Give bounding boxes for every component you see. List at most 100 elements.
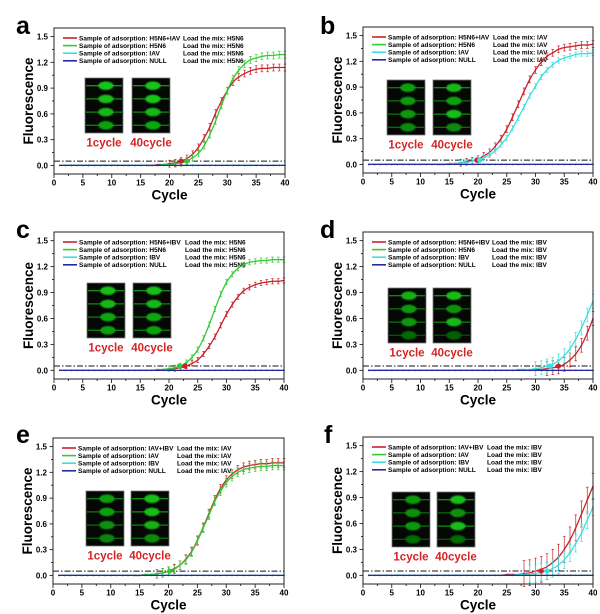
- legend-entry: Sample of adsorption: H5N6+IBV Load the m…: [63, 239, 246, 246]
- y-tick-label: 0.0: [37, 366, 49, 375]
- gel-inset: 1cycle 40cycle: [85, 490, 171, 563]
- y-tick-label: 0.6: [37, 110, 49, 119]
- legend-entry: Sample of adsorption: IAV Load the mix: I…: [372, 50, 548, 57]
- x-axis-label: Cycle: [150, 598, 187, 613]
- legend-entry: Sample of adsorption: IBV Load the mix: I…: [62, 461, 232, 468]
- legend-mix-label: Load the mix: IBV: [492, 255, 548, 262]
- legend-mix-label: Load the mix: IBV: [492, 262, 548, 269]
- legend-entry: Sample of adsorption: H5N6+IAV Load the m…: [372, 34, 548, 41]
- chip-chamber: [146, 312, 162, 322]
- x-tick-label: 40: [280, 384, 289, 393]
- legend-entry: Sample of adsorption: H5N6+IAV Load the m…: [63, 35, 244, 42]
- legend: Sample of adsorption: IAV+IBV Load the mi…: [62, 445, 232, 475]
- chip-chamber: [405, 495, 421, 505]
- y-tick-label: 0.9: [37, 84, 49, 93]
- x-tick-label: 20: [474, 384, 483, 393]
- legend-mix-label: Load the mix: H5N6: [185, 262, 246, 269]
- chip-chamber: [100, 286, 116, 296]
- panel-a: a Sample of adsorption: H5N6+IAV Load the …: [16, 12, 290, 203]
- chip-chamber: [450, 508, 466, 518]
- x-axis-label: Cycle: [151, 188, 188, 203]
- chip-chamber: [144, 507, 160, 517]
- x-tick-label: 10: [107, 179, 116, 188]
- chip-chamber: [446, 96, 462, 106]
- y-tick-label: 0.9: [37, 289, 49, 298]
- x-tick-label: 0: [361, 384, 366, 393]
- chip-chamber: [99, 507, 115, 517]
- chip-chamber: [146, 286, 162, 296]
- legend-mix-label: Load the mix: IAV: [493, 34, 548, 41]
- chip-chamber: [99, 534, 115, 543]
- y-tick-label: 1.5: [36, 443, 48, 452]
- gel-inset: 1cycle 40cycle: [391, 491, 477, 564]
- y-tick-label: 1.5: [37, 33, 49, 42]
- legend-mix-label: Load the mix: IAV: [177, 445, 232, 452]
- legend-sample-label: Sample of adsorption: IAV+IBV: [78, 445, 174, 452]
- y-tick-label: 0.3: [346, 340, 358, 349]
- panel-b: b Sample of adsorption: H5N6+IAV Load the …: [320, 12, 598, 202]
- x-tick-label: 30: [531, 384, 540, 393]
- chip-image-label: 40cycle: [435, 552, 477, 564]
- legend-entry: Sample of adsorption: IAV Load the mix: I…: [372, 452, 543, 459]
- x-tick-label: 40: [589, 384, 598, 393]
- x-tick-label: 30: [223, 179, 232, 188]
- legend-entry: Sample of adsorption: NULL Load the mix: …: [63, 58, 244, 65]
- chip-image-label: 1cycle: [388, 140, 423, 152]
- legend-sample-label: Sample of adsorption: NULL: [79, 262, 167, 269]
- x-tick-label: 10: [106, 589, 115, 598]
- x-tick-label: 40: [280, 589, 289, 598]
- y-tick-label: 0.3: [37, 136, 49, 145]
- chip-chamber: [98, 121, 114, 130]
- chip-chamber: [145, 121, 161, 130]
- legend-mix-label: Load the mix: IBV: [492, 239, 548, 246]
- y-tick-label: 0.9: [346, 494, 358, 503]
- x-tick-label: 35: [560, 589, 569, 598]
- y-axis-label: Fluorescence: [21, 261, 36, 349]
- panel-letter: b: [320, 12, 335, 40]
- x-tick-label: 10: [107, 384, 116, 393]
- y-tick-label: 1.2: [346, 57, 358, 66]
- legend-entry: Sample of adsorption: H5N6 Load the mix: …: [372, 247, 548, 254]
- legend-entry: Sample of adsorption: NULL Load the mix: …: [372, 262, 548, 269]
- chip-chamber: [98, 81, 114, 90]
- legend-entry: Sample of adsorption: IBV Load the mix: I…: [372, 255, 548, 262]
- x-tick-label: 15: [445, 384, 454, 393]
- chip-image-label: 1cycle: [87, 551, 122, 563]
- y-tick-label: 1.5: [37, 237, 49, 246]
- chip-chamber: [446, 317, 462, 327]
- ct-marker: [555, 363, 562, 369]
- y-axis-label: Fluorescence: [330, 56, 345, 144]
- legend-entry: Sample of adsorption: IBV Load the mix: H…: [63, 255, 246, 262]
- y-tick-label: 0.6: [346, 519, 358, 528]
- x-tick-label: 15: [136, 179, 145, 188]
- legend-mix-label: Load the mix: H5N6: [183, 35, 244, 42]
- legend-entry: Sample of adsorption: IAV Load the mix: I…: [62, 453, 232, 460]
- chip-image-label: 1cycle: [393, 552, 428, 564]
- y-tick-label: 0.3: [36, 546, 48, 555]
- legend-sample-label: Sample of adsorption: H5N6: [79, 247, 166, 254]
- legend-entry: Sample of adsorption: IAV Load the mix: H…: [63, 51, 244, 58]
- legend-sample-label: Sample of adsorption: IBV: [388, 255, 470, 262]
- y-axis-label: Fluorescence: [21, 57, 36, 145]
- x-axis-label: Cycle: [151, 393, 188, 408]
- legend-entry: Sample of adsorption: NULL Load the mix: …: [62, 468, 232, 475]
- legend-mix-label: Load the mix: H5N6: [185, 247, 246, 254]
- x-tick-label: 20: [165, 179, 174, 188]
- legend: Sample of adsorption: H5N6+IAV Load the m…: [63, 35, 244, 65]
- series-4: [367, 163, 594, 166]
- x-tick-label: 0: [361, 589, 366, 598]
- chip-chamber: [450, 521, 466, 531]
- chip-image-label: 40cycle: [431, 348, 473, 360]
- legend-mix-label: Load the mix: IAV: [493, 57, 548, 64]
- chip-chamber: [401, 317, 417, 327]
- legend-sample-label: Sample of adsorption: H5N6+IAV: [79, 35, 181, 42]
- y-axis-label: Fluorescence: [20, 467, 35, 555]
- gel-inset: 1cycle 40cycle: [84, 77, 172, 150]
- x-tick-label: 25: [194, 179, 203, 188]
- legend-sample-label: Sample of adsorption: IAV: [388, 452, 469, 459]
- ct-marker: [538, 568, 544, 574]
- x-tick-label: 35: [560, 384, 569, 393]
- chip-image-1cycle: [84, 77, 124, 134]
- legend-mix-label: Load the mix: H5N6: [183, 58, 244, 65]
